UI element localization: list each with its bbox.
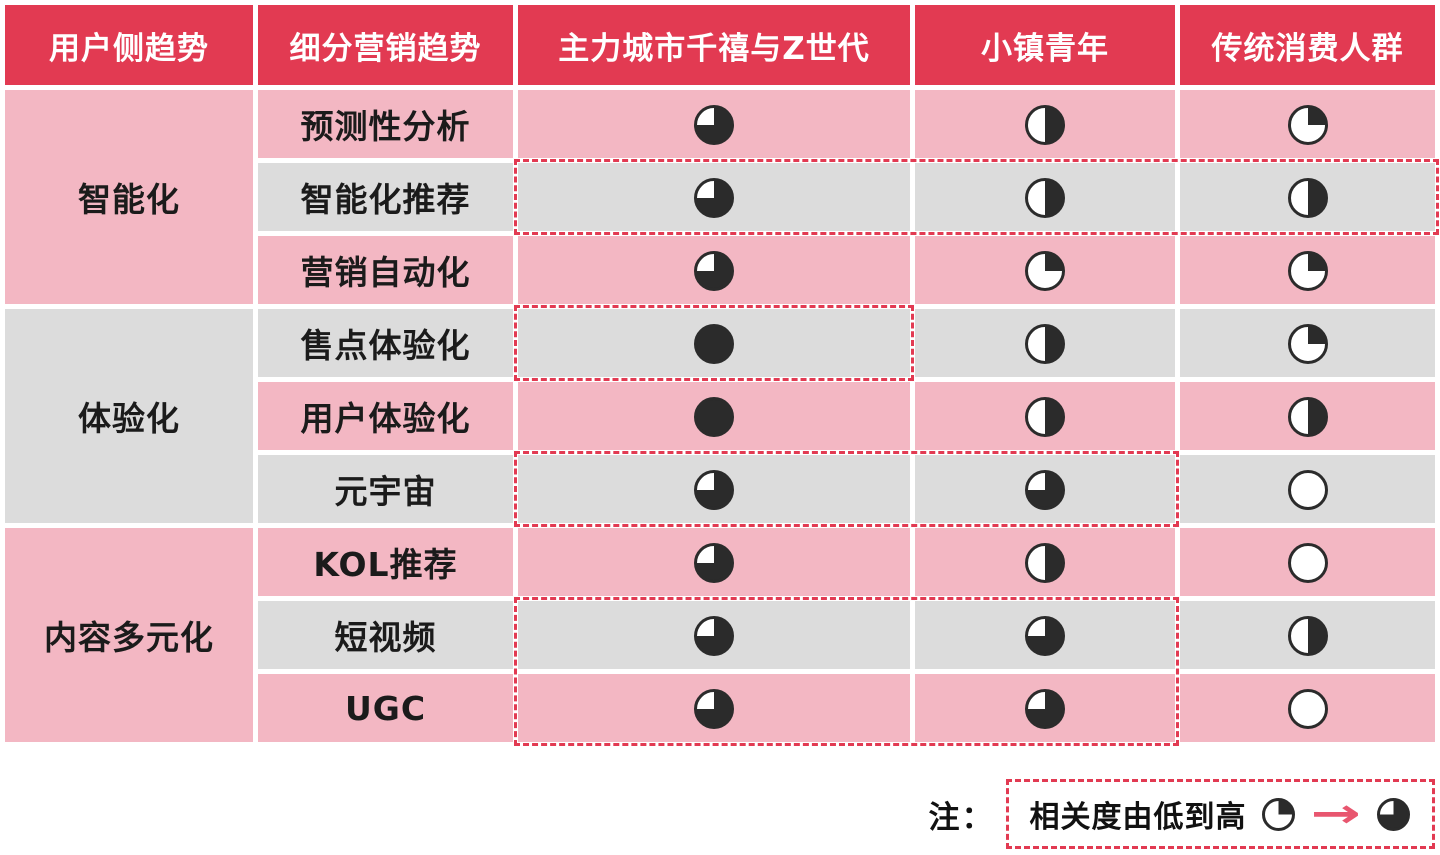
rating-cell bbox=[518, 455, 910, 523]
table-row: 短视频 bbox=[5, 601, 1435, 669]
subtrend-cell: 短视频 bbox=[258, 601, 513, 669]
group-cell: 体验化 bbox=[5, 309, 253, 523]
rating-cell bbox=[1180, 163, 1435, 231]
harvey-ball-50-icon bbox=[1025, 104, 1065, 145]
harvey-ball-0-icon bbox=[1287, 469, 1328, 510]
legend-text: 相关度由低到高 bbox=[1029, 800, 1247, 835]
harvey-ball-75-icon bbox=[694, 615, 734, 656]
rating-cell bbox=[915, 455, 1175, 523]
subtrend-cell: 预测性分析 bbox=[258, 90, 513, 158]
table-row: 用户体验化 bbox=[5, 382, 1435, 450]
rating-cell bbox=[915, 90, 1175, 158]
rating-cell bbox=[518, 90, 910, 158]
harvey-ball-50-icon bbox=[1025, 177, 1065, 218]
harvey-ball-50-icon bbox=[1025, 396, 1065, 437]
legend: 注： 相关度由低到高 → bbox=[928, 779, 1435, 849]
col-header-user-side-trend: 用户侧趋势 bbox=[5, 5, 253, 85]
rating-cell bbox=[915, 674, 1175, 742]
harvey-ball-100-icon bbox=[694, 323, 734, 364]
harvey-ball-50-icon bbox=[1287, 177, 1328, 218]
table-row: 体验化 售点体验化 bbox=[5, 309, 1435, 523]
harvey-ball-0-icon bbox=[1287, 688, 1328, 729]
table-row: 智能化推荐 bbox=[5, 163, 1435, 231]
harvey-ball-75-icon bbox=[694, 250, 734, 291]
rating-cell bbox=[915, 528, 1175, 596]
rating-cell bbox=[1180, 674, 1435, 742]
col-header-marketing-subtrend: 细分营销趋势 bbox=[258, 5, 513, 85]
rating-cell bbox=[1180, 601, 1435, 669]
harvey-ball-low-icon bbox=[1262, 797, 1296, 831]
harvey-ball-75-icon bbox=[694, 469, 734, 510]
harvey-ball-high-icon bbox=[1377, 797, 1410, 831]
rating-cell bbox=[1180, 90, 1435, 158]
table-header-row: 用户侧趋势 细分营销趋势 主力城市千禧与Z世代 小镇青年 传统消费人群 bbox=[5, 5, 1435, 85]
harvey-ball-75-icon bbox=[694, 688, 734, 729]
harvey-ball-75-icon bbox=[1025, 688, 1065, 729]
rating-cell bbox=[915, 309, 1175, 377]
harvey-ball-25-icon bbox=[1287, 250, 1328, 291]
table-row: 元宇宙 bbox=[5, 455, 1435, 523]
subtrend-cell: 元宇宙 bbox=[258, 455, 513, 523]
rating-cell bbox=[518, 163, 910, 231]
rating-cell bbox=[1180, 455, 1435, 523]
col-header-small-town-youth: 小镇青年 bbox=[915, 5, 1175, 85]
harvey-ball-25-icon bbox=[1287, 323, 1328, 364]
group-cell: 内容多元化 bbox=[5, 528, 253, 742]
harvey-ball-0-icon bbox=[1287, 542, 1328, 583]
legend-box: 相关度由低到高 → bbox=[1006, 779, 1435, 849]
rating-cell bbox=[518, 674, 910, 742]
rating-cell bbox=[518, 236, 910, 304]
harvey-ball-100-icon bbox=[694, 396, 734, 437]
harvey-ball-75-icon bbox=[694, 104, 734, 145]
harvey-ball-50-icon bbox=[1287, 396, 1328, 437]
subtrend-cell: KOL推荐 bbox=[258, 528, 513, 596]
col-header-city-millennials-genz: 主力城市千禧与Z世代 bbox=[518, 5, 910, 85]
rating-cell bbox=[915, 601, 1175, 669]
rating-cell bbox=[915, 236, 1175, 304]
legend-note-label: 注： bbox=[928, 799, 995, 836]
harvey-ball-25-icon bbox=[1025, 250, 1065, 291]
harvey-ball-50-icon bbox=[1287, 615, 1328, 656]
subtrend-cell: 售点体验化 bbox=[258, 309, 513, 377]
table-row: 营销自动化 bbox=[5, 236, 1435, 304]
harvey-ball-50-icon bbox=[1025, 323, 1065, 364]
rating-cell bbox=[915, 163, 1175, 231]
rating-cell bbox=[518, 528, 910, 596]
harvey-ball-75-icon bbox=[1025, 469, 1065, 510]
trend-matrix-table: 用户侧趋势 细分营销趋势 主力城市千禧与Z世代 小镇青年 传统消费人群 智能化预… bbox=[5, 5, 1435, 742]
harvey-ball-50-icon bbox=[1025, 542, 1065, 583]
rating-cell bbox=[1180, 528, 1435, 596]
col-header-traditional-consumers: 传统消费人群 bbox=[1180, 5, 1435, 85]
harvey-ball-75-icon bbox=[694, 542, 734, 583]
table-row: UGC bbox=[5, 674, 1435, 742]
rating-cell bbox=[1180, 236, 1435, 304]
rating-cell bbox=[518, 382, 910, 450]
subtrend-cell: 营销自动化 bbox=[258, 236, 513, 304]
rating-cell bbox=[518, 601, 910, 669]
table-body: 智能化 预测性分析 智能化推荐 营销自动化 体验化 售点体验化 用户体验化 元宇宙 内容多元化 K… bbox=[5, 90, 1435, 742]
arrow-right-icon: → bbox=[1311, 791, 1362, 837]
subtrend-cell: UGC bbox=[258, 674, 513, 742]
harvey-ball-75-icon bbox=[694, 177, 734, 218]
group-cell: 智能化 bbox=[5, 90, 253, 304]
table-row: 内容多元化 KOL推荐 bbox=[5, 528, 1435, 742]
rating-cell bbox=[1180, 382, 1435, 450]
harvey-ball-75-icon bbox=[1025, 615, 1065, 656]
rating-cell bbox=[915, 382, 1175, 450]
subtrend-cell: 用户体验化 bbox=[258, 382, 513, 450]
rating-cell bbox=[1180, 309, 1435, 377]
table-row: 智能化 预测性分析 bbox=[5, 90, 1435, 304]
subtrend-cell: 智能化推荐 bbox=[258, 163, 513, 231]
harvey-ball-25-icon bbox=[1287, 104, 1328, 145]
rating-cell bbox=[518, 309, 910, 377]
